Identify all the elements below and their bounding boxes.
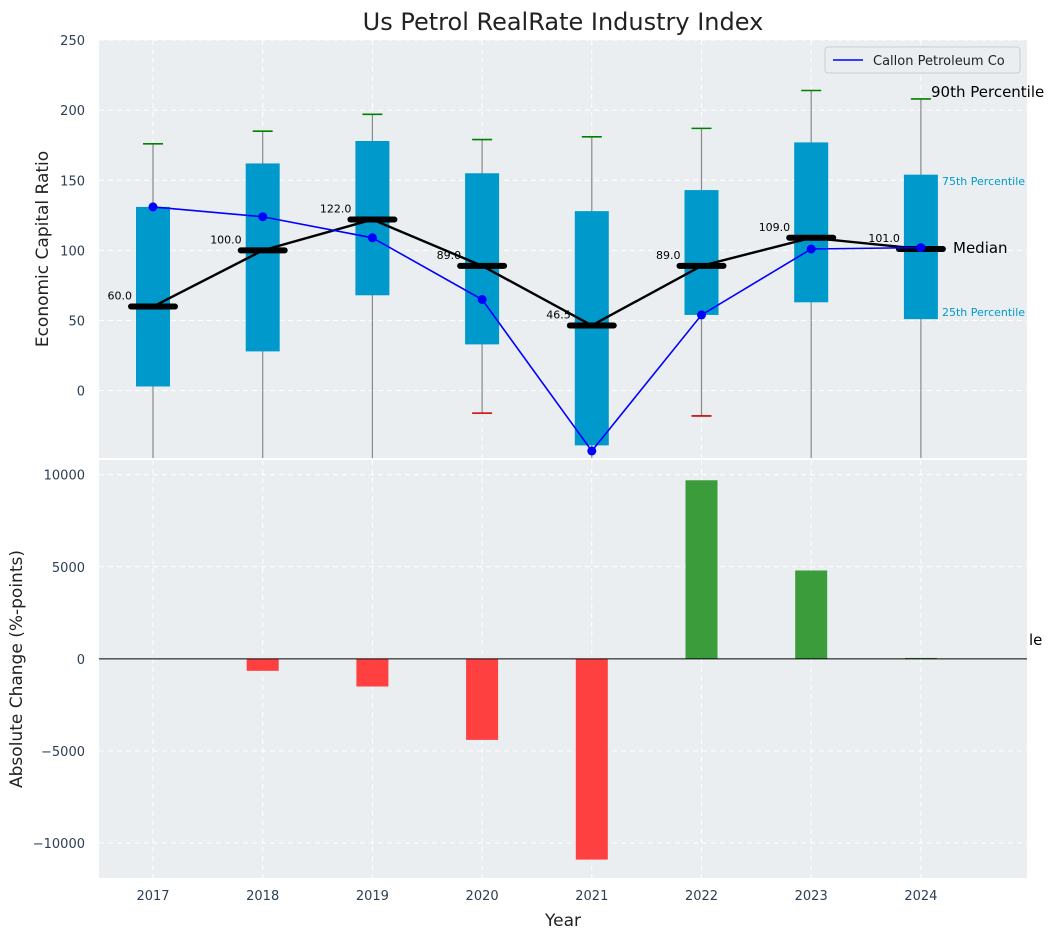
bottom-y-tick-label: −10000 (33, 837, 85, 852)
bottom-y-axis-label: Absolute Change (%-points) (7, 550, 27, 788)
company-point (367, 233, 377, 243)
change-bar (356, 658, 389, 687)
legend-company-label: Callon Petroleum Co (873, 54, 1005, 69)
company-point (148, 202, 158, 212)
bottom-y-tick-label: 10000 (44, 469, 85, 484)
legend-box (824, 46, 1021, 74)
iqr-box (136, 206, 170, 387)
change-bar (795, 570, 828, 659)
top-y-tick-label: 150 (60, 174, 85, 189)
x-ticks: 2017 2018 2019 2020 2021 2022 2023 2024 (136, 889, 937, 904)
company-trend-line (152, 206, 921, 453)
x-axis-label: Year (544, 911, 581, 931)
x-tick-label: 2017 (136, 889, 169, 904)
iqr-boxes (136, 140, 938, 446)
box-plot-panel: 0 50 100 150 200 250 60.0 100.0 122.0 89.0 46.5 89… (33, 34, 1044, 458)
bottom-plot-background (99, 460, 1027, 878)
change-bar (575, 658, 608, 860)
change-bars (246, 480, 937, 860)
annotation-p90: 90th Percentile (931, 83, 1044, 101)
company-point (477, 294, 487, 304)
x-tick-label: 2022 (685, 889, 718, 904)
company-point (916, 243, 926, 253)
top-y-tick-label: 0 (77, 385, 85, 400)
median-value-label: 46.5 (546, 308, 571, 321)
chart-title: Us Petrol RealRate Industry Index (363, 8, 764, 36)
top-y-tick-label: 250 (60, 34, 85, 49)
bottom-y-tick-label: 5000 (52, 561, 85, 576)
x-tick-label: 2023 (795, 889, 828, 904)
x-tick-label: 2020 (466, 889, 499, 904)
bottom-annotation: le (1029, 631, 1042, 649)
top-y-tick-label: 100 (60, 244, 85, 259)
top-y-tick-label: 50 (68, 315, 85, 330)
median-value-label: 89.0 (656, 249, 681, 262)
median-value-label: 109.0 (759, 221, 791, 234)
median-value-label: 100.0 (210, 233, 242, 246)
annotation-p25: 25th Percentile (942, 306, 1025, 319)
x-tick-label: 2018 (246, 889, 279, 904)
median-value-label: 101.0 (868, 232, 900, 245)
annotation-p75: 75th Percentile (942, 175, 1025, 188)
iqr-box (794, 142, 829, 303)
top-y-tick-label: 200 (60, 104, 85, 119)
company-point (258, 212, 268, 222)
company-series (148, 202, 926, 456)
annotation-median: Median (953, 239, 1008, 257)
top-y-axis-label: Economic Capital Ratio (33, 151, 53, 347)
median-value-labels: 60.0 100.0 122.0 89.0 46.5 89.0 109.0 101.0 (108, 203, 900, 322)
change-bar (246, 658, 279, 671)
change-bar (466, 658, 499, 740)
top-y-ticks: 0 50 100 150 200 250 (60, 34, 85, 400)
median-trend-line (152, 218, 922, 327)
bottom-y-tick-label: −5000 (41, 745, 85, 760)
company-point (806, 244, 816, 254)
x-tick-label: 2021 (575, 889, 608, 904)
company-point (697, 310, 706, 320)
legend: Callon Petroleum Co (824, 46, 1021, 74)
median-value-label: 89.0 (437, 249, 462, 262)
change-bar (685, 480, 718, 659)
x-tick-label: 2019 (356, 889, 389, 904)
bottom-y-tick-label: 0 (77, 653, 85, 668)
company-point (587, 446, 597, 456)
bottom-y-ticks: −10000 −5000 0 5000 10000 (33, 469, 85, 852)
median-value-label: 60.0 (108, 290, 133, 303)
median-value-label: 122.0 (320, 203, 352, 216)
x-tick-label: 2024 (904, 889, 937, 904)
iqr-box (684, 190, 719, 315)
iqr-box (465, 173, 500, 345)
